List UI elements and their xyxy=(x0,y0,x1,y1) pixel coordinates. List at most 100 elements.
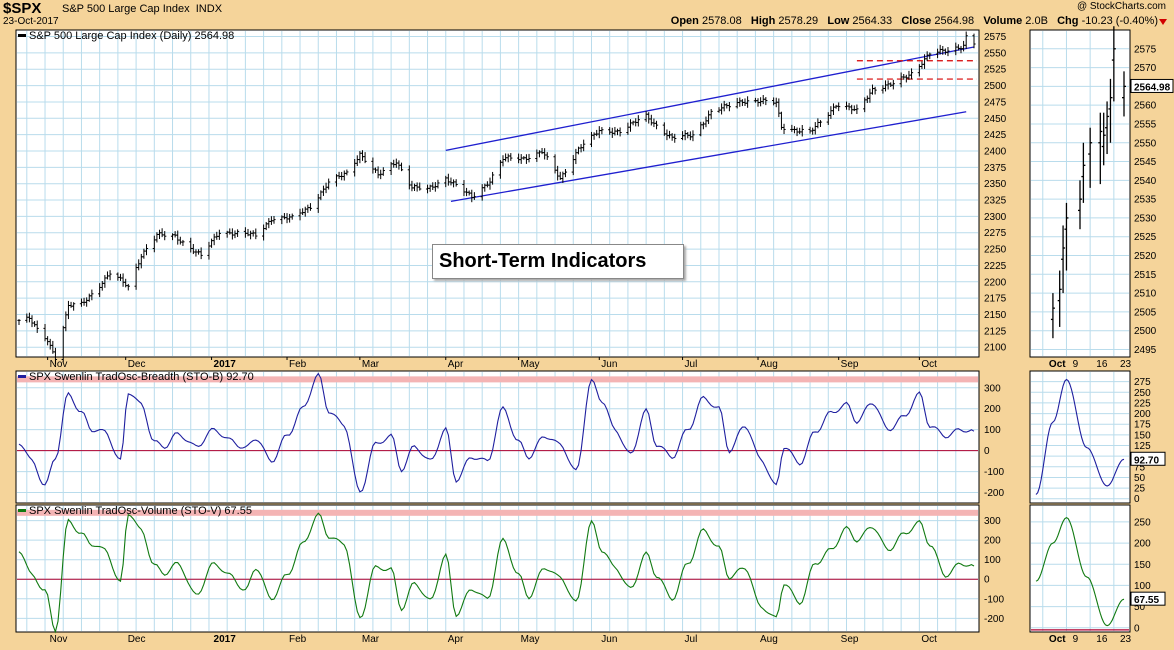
price-bar xyxy=(163,231,167,241)
price-y-tick: 2425 xyxy=(984,130,1007,141)
zoom-breadth-y-tick: 125 xyxy=(1134,441,1151,452)
price-bar xyxy=(381,167,385,176)
volume-x-tick: Aug xyxy=(760,634,778,645)
zoom-price-y-tick: 2515 xyxy=(1134,270,1157,281)
zoom-breadth-last-tag xyxy=(1130,451,1166,466)
security-name: S&P 500 Large Cap Index INDX xyxy=(62,3,223,15)
price-x-tick: Apr xyxy=(448,359,464,370)
price-bar xyxy=(545,152,549,160)
price-x-tick: Sep xyxy=(841,359,859,370)
price-bar xyxy=(727,101,731,112)
zoom-price-y-tick: 2535 xyxy=(1134,195,1157,206)
price-bar xyxy=(108,270,112,281)
zoom-breadth-line xyxy=(1035,378,1125,495)
trend-line xyxy=(450,111,967,202)
volume-panel xyxy=(15,504,980,633)
price-y-tick: 2125 xyxy=(984,326,1007,337)
breadth-line xyxy=(18,372,975,493)
price-y-tick: 2550 xyxy=(984,48,1007,59)
zoom-price-bar xyxy=(1081,142,1086,203)
zoom-price-bar xyxy=(1101,112,1106,166)
zoom-price-y-tick: 2510 xyxy=(1134,289,1157,300)
zoom-breadth-y-tick: 75 xyxy=(1134,462,1146,473)
zoom-price-x-tick: 16 xyxy=(1096,359,1108,370)
price-legend-swatch xyxy=(18,34,26,37)
price-bar xyxy=(90,289,94,301)
volume-x-tick: Jul xyxy=(685,634,698,645)
zoom-breadth-y-tick: 225 xyxy=(1134,398,1151,409)
price-bar xyxy=(873,86,877,95)
zoom-last-price: 2564.98 xyxy=(1134,82,1171,93)
chart-header: $SPX S&P 500 Large Cap Index INDX 23-Oct… xyxy=(0,0,1174,30)
price-bar xyxy=(972,33,976,49)
zoom-price-bar xyxy=(1122,71,1126,117)
price-x-tick: Jul xyxy=(685,359,698,370)
volume-y-tick: 100 xyxy=(984,555,1001,566)
zoom-price-y-tick: 2525 xyxy=(1134,232,1157,243)
zoom-breadth-y-tick: 25 xyxy=(1134,484,1146,495)
breadth-legend: SPX Swenlin TradOsc-Breadth (STO-B) 92.7… xyxy=(29,371,254,383)
price-bar xyxy=(327,178,331,190)
zoom-volume-y-tick: 150 xyxy=(1134,560,1151,571)
breadth-y-tick: 200 xyxy=(984,404,1001,415)
volume-x-tick: Feb xyxy=(289,634,307,645)
price-bar xyxy=(636,115,640,127)
zoom-volume-x-tick: 23 xyxy=(1120,634,1132,645)
price-x-tick: Nov xyxy=(50,359,68,370)
price-y-tick: 2525 xyxy=(984,65,1007,76)
breadth-y-tick: -200 xyxy=(984,488,1004,499)
volume-y-tick: 300 xyxy=(984,516,1001,527)
zoom-price-y-tick: 2575 xyxy=(1134,44,1157,55)
price-bar xyxy=(308,203,313,211)
zoom-price-bar xyxy=(1057,270,1062,327)
breadth-panel xyxy=(15,370,980,504)
zoom-volume-last-value: 67.55 xyxy=(1134,595,1159,606)
zoom-price-y-tick: 2530 xyxy=(1134,213,1157,224)
breadth-y-tick: 300 xyxy=(984,383,1001,394)
price-y-tick: 2250 xyxy=(984,245,1007,256)
breadth-y-tick: -100 xyxy=(984,467,1004,478)
price-y-tick: 2575 xyxy=(984,32,1007,43)
price-bar xyxy=(436,179,440,189)
price-bar xyxy=(600,127,604,135)
volume-legend: SPX Swenlin TradOsc-Volume (STO-V) 67.55 xyxy=(29,505,252,517)
price-bar xyxy=(217,229,221,240)
price-bar xyxy=(964,31,968,49)
price-bar xyxy=(181,239,185,246)
zoom-breadth-y-tick: 0 xyxy=(1134,494,1140,505)
price-y-tick: 2375 xyxy=(984,163,1007,174)
price-y-tick: 2400 xyxy=(984,146,1007,157)
zoom-price-bar xyxy=(1050,293,1055,339)
volume-overbought-band xyxy=(17,509,978,516)
price-bar xyxy=(818,120,823,128)
chart-date: 23-Oct-2017 xyxy=(3,16,59,27)
zoom-price-y-tick: 2540 xyxy=(1134,176,1157,187)
price-bar xyxy=(582,139,586,152)
zoom-price-y-tick: 2545 xyxy=(1134,157,1157,168)
price-bar xyxy=(490,171,495,185)
breadth-y-tick: 0 xyxy=(984,446,990,457)
price-bar xyxy=(254,228,258,240)
price-bar xyxy=(72,302,76,311)
zoom-price-y-tick: 2570 xyxy=(1134,63,1157,74)
zoom-price-x-tick: Oct xyxy=(1049,359,1066,370)
price-bar xyxy=(363,152,367,164)
price-bar xyxy=(418,182,422,191)
price-bar xyxy=(509,153,513,161)
zoom-price-y-tick: 2495 xyxy=(1134,345,1157,356)
zoom-volume-y-tick: 250 xyxy=(1134,517,1151,528)
ohlc-summary: Open 2578.08 High 2578.29 Low 2564.33 Cl… xyxy=(670,15,1158,27)
zoom-price-y-tick: 2560 xyxy=(1134,101,1157,112)
volume-x-tick: Oct xyxy=(921,634,937,645)
volume-x-tick: May xyxy=(521,634,540,645)
price-y-tick: 2500 xyxy=(984,81,1007,92)
volume-x-tick: 2017 xyxy=(214,634,237,645)
price-x-tick: 2017 xyxy=(214,359,237,370)
brand-label[interactable]: @ StockCharts.com xyxy=(1076,1,1166,12)
zoom-volume-y-tick: 50 xyxy=(1134,602,1146,613)
price-y-tick: 2150 xyxy=(984,310,1007,321)
zoom-price-bar xyxy=(1078,180,1082,230)
price-y-tick: 2475 xyxy=(984,97,1007,108)
price-bar xyxy=(290,213,294,220)
price-bar xyxy=(946,47,950,57)
